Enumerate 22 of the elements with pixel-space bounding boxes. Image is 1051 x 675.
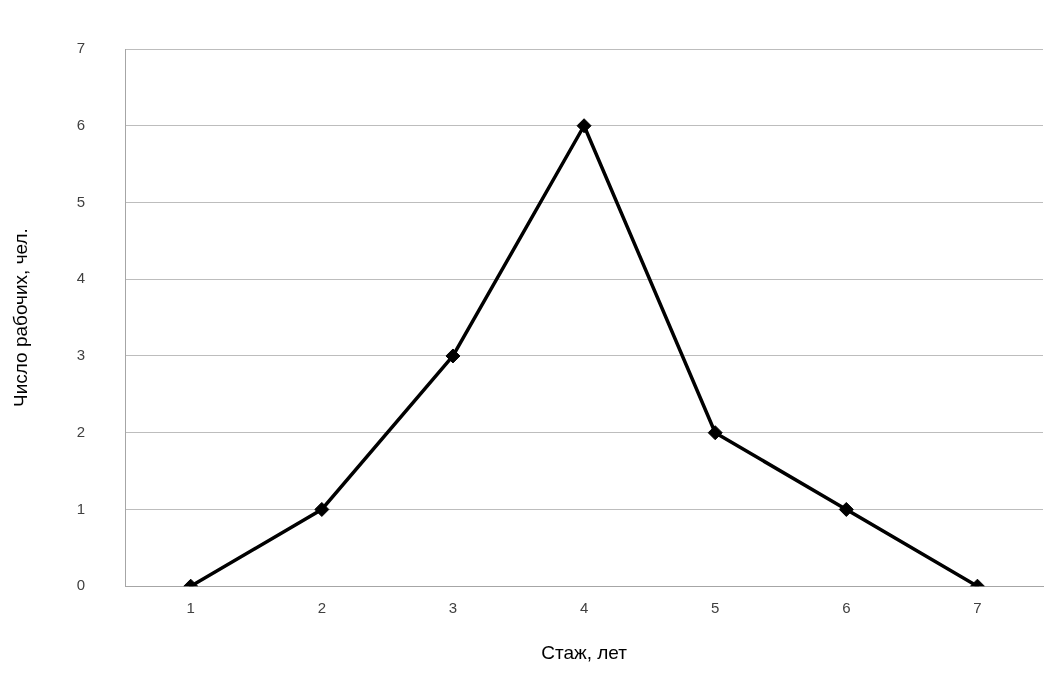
y-tick-label: 6 xyxy=(76,115,86,133)
x-tick-label: 6 xyxy=(842,599,851,617)
y-tick-label: 5 xyxy=(76,192,86,210)
x-tick-label: 1 xyxy=(186,599,195,617)
point xyxy=(707,425,723,441)
y-tick-label: 3 xyxy=(76,346,86,364)
x-tick-label: 7 xyxy=(973,599,982,617)
y-tick-label: 4 xyxy=(76,269,86,287)
point xyxy=(838,501,854,517)
y-axis-title: Число рабочих, чел. xyxy=(9,228,31,408)
point xyxy=(445,348,461,364)
x-tick-label: 5 xyxy=(711,599,720,617)
x-tick-label: 2 xyxy=(317,599,326,617)
y-tick-label: 7 xyxy=(76,39,86,57)
point xyxy=(576,118,592,134)
point xyxy=(314,501,330,517)
x-tick-label: 4 xyxy=(579,599,589,617)
x-axis-title: Стаж, лет xyxy=(541,641,628,663)
x-tick-label: 3 xyxy=(448,599,458,617)
y-tick-label: 1 xyxy=(76,499,86,517)
y-tick-label: 2 xyxy=(76,422,86,440)
y-tick-label: 0 xyxy=(76,576,86,594)
